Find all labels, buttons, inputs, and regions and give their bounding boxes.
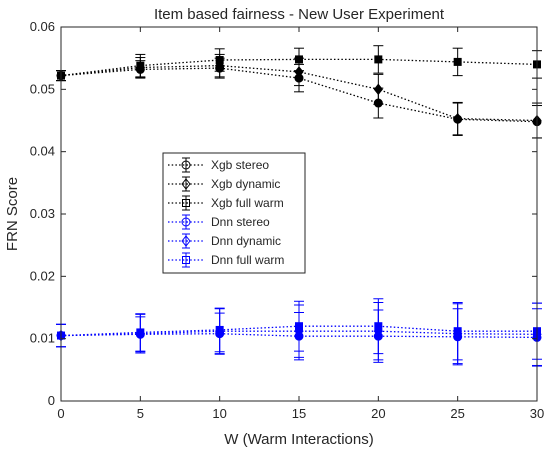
x-tick-label: 20	[371, 406, 385, 421]
ticks-layer: 0 5 10 15 20 25 30 0 0.01 0.02 0.03 0.04 0.05 0.06	[30, 19, 545, 421]
y-tick-label: 0.02	[30, 268, 55, 283]
data-point	[374, 322, 383, 331]
legend-item: Dnn stereo	[168, 214, 270, 230]
legend-label: Dnn dynamic	[211, 234, 281, 248]
legend-item: Xgb dynamic	[168, 176, 280, 192]
data-point	[453, 57, 462, 66]
y-tick-label: 0.05	[30, 81, 55, 96]
data-point	[374, 55, 383, 64]
legend: Xgb stereo Xgb dynamic Xgb full warm Dnn st…	[162, 152, 306, 274]
data-point	[453, 327, 462, 336]
data-point	[373, 83, 383, 96]
y-tick-label: 0.01	[30, 331, 55, 346]
legend-item: Dnn full warm	[168, 252, 284, 268]
legend-marker	[182, 256, 190, 264]
legend-item: Xgb stereo	[168, 157, 269, 173]
x-tick-label: 10	[212, 406, 226, 421]
chart-title: Item based fairness - New User Experimen…	[154, 6, 445, 23]
legend-marker	[181, 160, 191, 170]
y-tick-label: 0.04	[30, 144, 55, 159]
y-axis-label: FRN Score	[4, 177, 21, 251]
x-tick-label: 25	[450, 406, 464, 421]
legend-marker	[181, 217, 191, 227]
y-tick-label: 0.06	[30, 19, 55, 34]
data-point	[136, 328, 145, 337]
series-layer	[56, 45, 542, 367]
legend-item: Xgb full warm	[168, 195, 284, 211]
legend-label: Dnn full warm	[211, 253, 284, 267]
y-tick-label: 0.03	[30, 206, 55, 221]
legend-marker	[182, 199, 190, 207]
legend-item: Dnn dynamic	[168, 233, 281, 249]
data-point	[295, 322, 303, 331]
x-tick-label: 30	[530, 406, 544, 421]
legend-marker	[181, 178, 191, 190]
x-tick-label: 15	[292, 406, 306, 421]
data-point	[215, 56, 224, 65]
legend-marker	[181, 235, 191, 247]
x-tick-label: 0	[57, 406, 64, 421]
x-axis-label: W (Warm Interactions)	[224, 431, 373, 448]
legend-label: Xgb full warm	[211, 196, 284, 210]
data-point	[453, 112, 463, 125]
legend-label: Xgb dynamic	[211, 177, 280, 191]
data-point	[295, 55, 303, 64]
data-point	[215, 325, 224, 334]
data-point	[136, 61, 145, 70]
y-tick-label: 0	[48, 393, 55, 408]
x-tick-label: 5	[137, 406, 144, 421]
legend-label: Xgb stereo	[211, 158, 269, 172]
legend-label: Dnn stereo	[211, 215, 270, 229]
